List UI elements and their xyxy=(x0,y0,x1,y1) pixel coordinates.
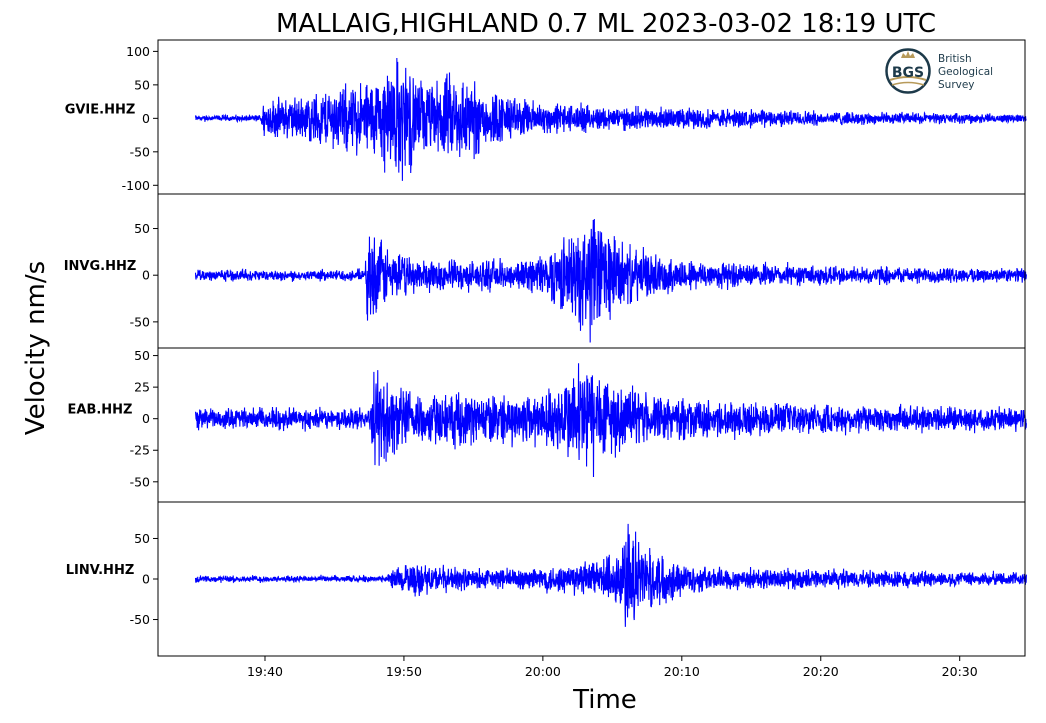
station-label: GVIE.HHZ xyxy=(65,102,136,117)
y-tick-label: -25 xyxy=(130,443,150,458)
y-tick-label: -50 xyxy=(130,474,150,489)
logo-strata-icon xyxy=(889,76,927,81)
y-tick-label: 50 xyxy=(134,348,150,363)
y-tick-label: -100 xyxy=(122,178,150,193)
logo-abbreviation: BGS xyxy=(892,65,924,81)
x-tick-label: 19:50 xyxy=(386,664,422,679)
x-tick-label: 20:10 xyxy=(664,664,700,679)
y-tick-label: -50 xyxy=(130,314,150,329)
x-tick-label: 20:20 xyxy=(803,664,839,679)
y-tick-label: 0 xyxy=(142,411,150,426)
logo-strata-icon xyxy=(891,81,925,86)
x-tick-label: 20:00 xyxy=(525,664,561,679)
logo-line-1: British xyxy=(938,53,972,65)
panel-linv-hhz: 50 0 -50 LINV.HHZ xyxy=(66,501,1027,657)
x-axis-ticks: 19:40 19:50 20:00 20:10 20:20 20:30 xyxy=(247,656,978,679)
waveform-trace xyxy=(194,523,1027,627)
x-tick-label: 19:40 xyxy=(247,664,283,679)
logo-line-2: Geological xyxy=(938,66,993,78)
station-label: INVG.HHZ xyxy=(64,259,137,274)
logo-ring xyxy=(885,48,931,94)
y-tick-label: 0 xyxy=(142,572,150,587)
y-axis-label: Velocity nm/s xyxy=(21,261,51,435)
waveform-trace xyxy=(194,219,1027,343)
logo-line-3: Survey xyxy=(938,79,975,91)
panel-eab-hhz: 50 25 0 -25 -50 EAB.HHZ xyxy=(68,347,1027,503)
waveform-trace xyxy=(194,58,1027,181)
y-tick-label: -50 xyxy=(130,612,150,627)
station-label: EAB.HHZ xyxy=(68,403,133,418)
y-tick-label: -50 xyxy=(130,144,150,159)
waveform-trace xyxy=(194,363,1027,478)
y-tick-label: 50 xyxy=(134,531,150,546)
y-tick-label: 0 xyxy=(142,268,150,283)
y-tick-label: 50 xyxy=(134,77,150,92)
panels-group: 100 50 0 -50 -100 GVIE.HHZ 50 0 -50 INVG.HHZ 50 25 0… xyxy=(64,39,1027,657)
panel-gvie-hhz: 100 50 0 -50 -100 GVIE.HHZ xyxy=(65,39,1027,195)
y-tick-label: 0 xyxy=(142,111,150,126)
station-label: LINV.HHZ xyxy=(66,563,135,578)
chart-title: MALLAIG,HIGHLAND 0.7 ML 2023-03-02 18:19… xyxy=(276,9,936,39)
y-tick-label: 25 xyxy=(134,380,150,395)
y-tick-label: 100 xyxy=(126,44,150,59)
y-tick-label: 50 xyxy=(134,221,150,236)
crown-icon xyxy=(901,51,915,58)
bgs-logo: BGS British Geological Survey xyxy=(885,48,993,94)
panel-invg-hhz: 50 0 -50 INVG.HHZ xyxy=(64,193,1027,349)
x-axis-label: Time xyxy=(572,685,637,715)
x-tick-label: 20:30 xyxy=(942,664,978,679)
